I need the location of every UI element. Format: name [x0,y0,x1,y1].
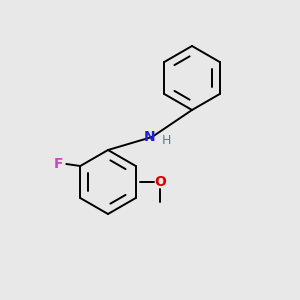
Text: N: N [144,130,156,144]
Text: H: H [161,134,171,148]
Text: F: F [53,157,63,171]
Text: O: O [154,175,166,189]
